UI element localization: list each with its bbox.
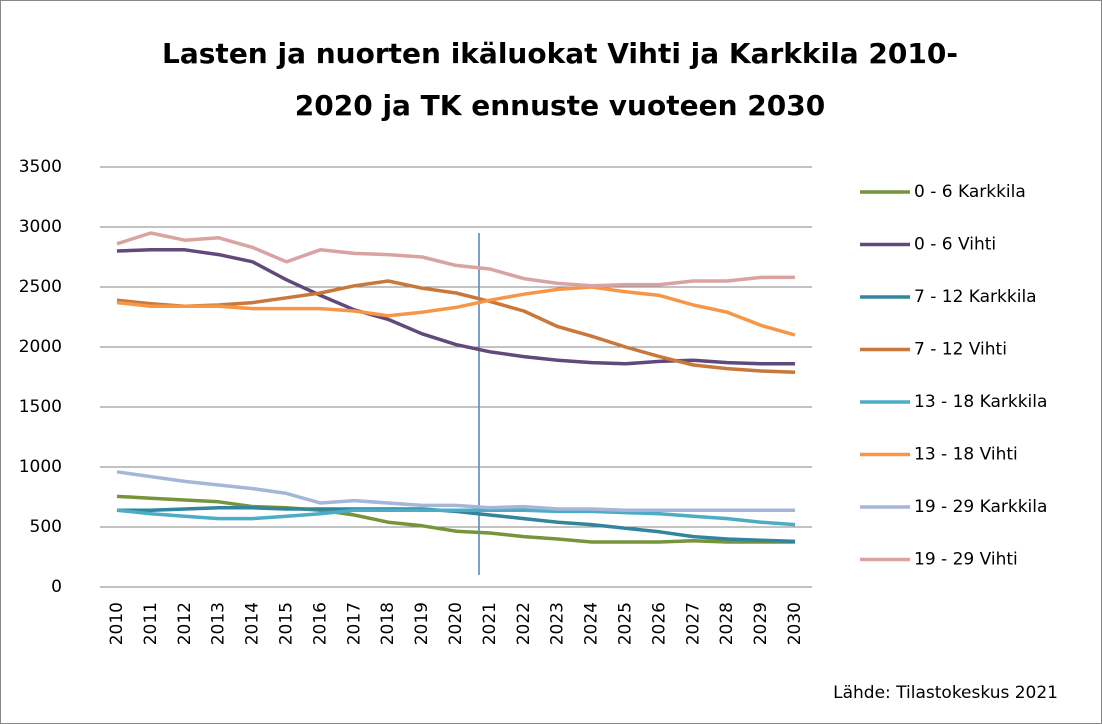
x-tick-label: 2018 — [378, 602, 398, 645]
chart-title: Lasten ja nuorten ikäluokat Vihti ja Kar… — [162, 37, 958, 122]
x-tick-label: 2017 — [344, 602, 364, 645]
legend-label: 13 - 18 Karkkila — [914, 392, 1047, 412]
x-tick-label: 2014 — [243, 602, 263, 645]
x-tick-label: 2020 — [446, 602, 466, 645]
y-tick-label: 0 — [51, 577, 62, 597]
series-line — [116, 494, 796, 544]
x-tick-label: 2023 — [548, 602, 568, 645]
y-tick-label: 1500 — [19, 397, 62, 417]
x-tick-label: 2016 — [310, 602, 330, 645]
x-tick-label: 2027 — [683, 602, 703, 645]
series-line — [116, 279, 796, 374]
series-line — [116, 285, 796, 337]
source-note: Lähde: Tilastokeskus 2021 — [833, 683, 1058, 703]
x-tick-label: 2024 — [582, 602, 602, 645]
x-tick-label: 2013 — [209, 602, 229, 645]
y-tick-label: 3500 — [19, 157, 62, 177]
legend-label: 0 - 6 Karkkila — [914, 182, 1026, 202]
y-tick-label: 500 — [30, 517, 62, 537]
y-tick-label: 1000 — [19, 457, 62, 477]
series-line — [116, 470, 796, 512]
x-tick-label: 2025 — [616, 602, 636, 645]
legend-label: 19 - 29 Karkkila — [914, 497, 1047, 517]
series-line — [116, 231, 796, 288]
legend-label: 13 - 18 Vihti — [914, 445, 1018, 465]
x-tick-label: 2026 — [649, 602, 669, 645]
x-tick-label: 2015 — [276, 602, 296, 645]
x-tick-label: 2022 — [514, 602, 534, 645]
x-tick-label: 2019 — [412, 602, 432, 645]
x-tick-label: 2011 — [141, 602, 161, 645]
legend-label: 7 - 12 Vihti — [914, 340, 1007, 360]
x-tick-label: 2029 — [751, 602, 771, 645]
x-tick-label: 2028 — [717, 602, 737, 645]
legend-label: 0 - 6 Vihti — [914, 235, 996, 255]
y-tick-label: 3000 — [19, 217, 62, 237]
series-line — [116, 508, 796, 527]
x-tick-label: 2012 — [175, 602, 195, 645]
legend-label: 7 - 12 Karkkila — [914, 287, 1037, 307]
x-tick-label: 2010 — [107, 602, 127, 645]
x-tick-label: 2030 — [785, 602, 805, 645]
legend-label: 19 - 29 Vihti — [914, 550, 1018, 570]
y-tick-label: 2500 — [19, 277, 62, 297]
x-tick-label: 2021 — [480, 602, 500, 645]
y-tick-label: 2000 — [19, 337, 62, 357]
